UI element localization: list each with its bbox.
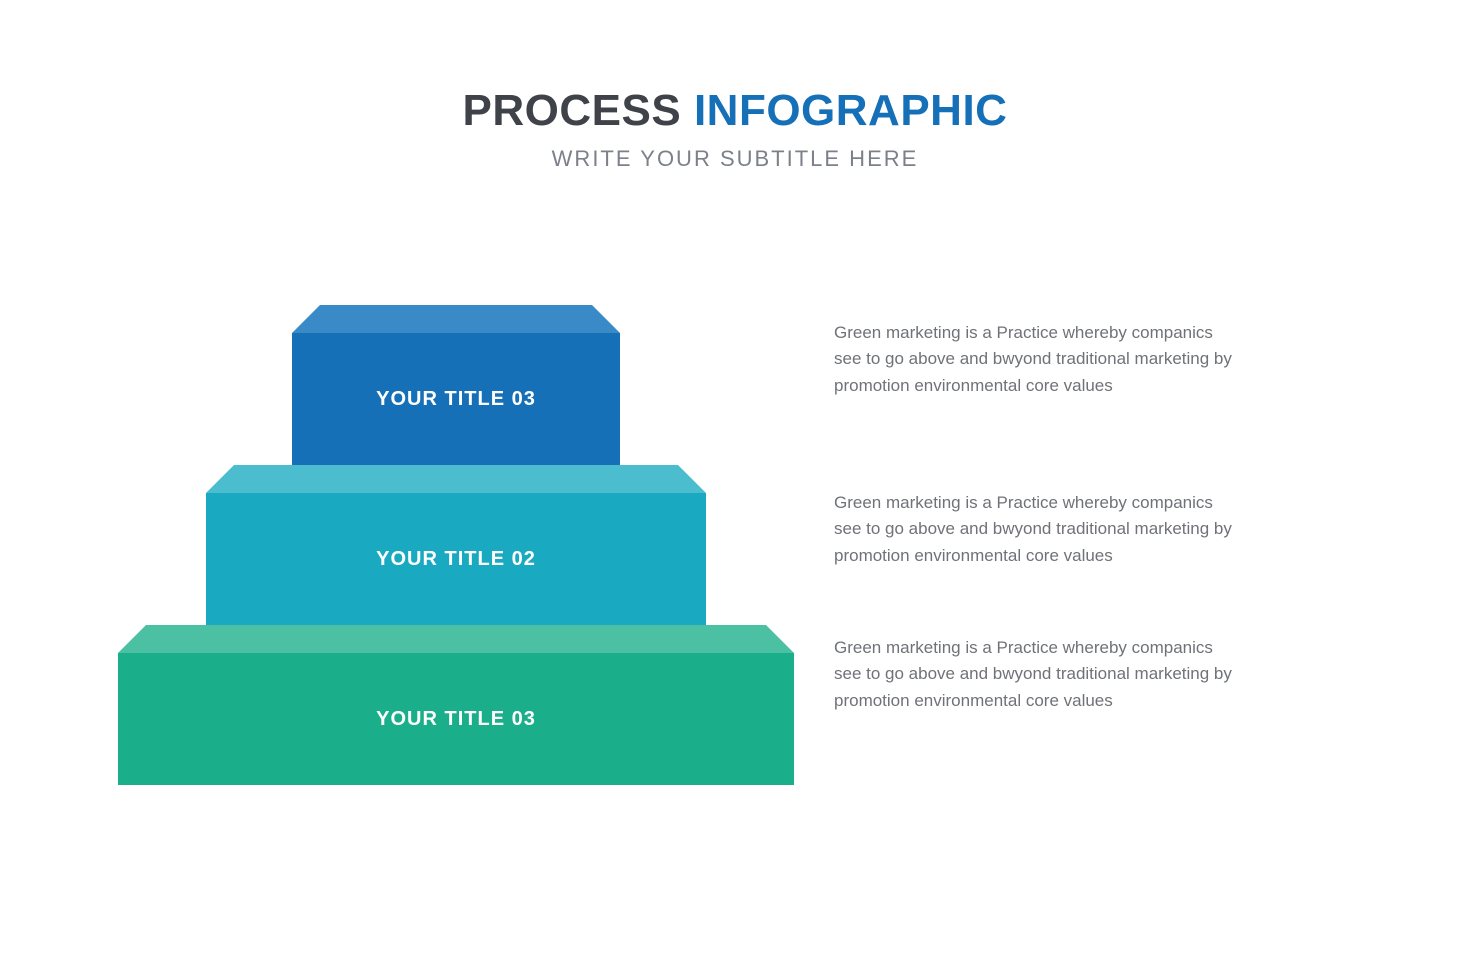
description-1: Green marketing is a Practice whereby co…	[834, 320, 1234, 399]
pyramid-step-2: YOUR TITLE 02	[206, 465, 706, 625]
description-2: Green marketing is a Practice whereby co…	[834, 490, 1234, 569]
pyramid-step-top-2	[206, 465, 706, 493]
pyramid-step-top-1	[292, 305, 620, 333]
infographic-canvas: PROCESS INFOGRAPHIC WRITE YOUR SUBTITLE …	[0, 0, 1470, 980]
title-part-2: INFOGRAPHIC	[694, 86, 1008, 135]
pyramid-step-front-1: YOUR TITLE 03	[292, 333, 620, 465]
header: PROCESS INFOGRAPHIC WRITE YOUR SUBTITLE …	[0, 86, 1470, 172]
pyramid-step-label-1: YOUR TITLE 03	[376, 388, 536, 411]
pyramid-step-front-2: YOUR TITLE 02	[206, 493, 706, 625]
pyramid-step-top-3	[118, 625, 794, 653]
description-3: Green marketing is a Practice whereby co…	[834, 635, 1234, 714]
pyramid-step-label-3: YOUR TITLE 03	[376, 708, 536, 731]
subtitle: WRITE YOUR SUBTITLE HERE	[0, 146, 1470, 172]
pyramid-step-1: YOUR TITLE 03	[292, 305, 620, 465]
pyramid-step-3: YOUR TITLE 03	[118, 625, 794, 785]
title-part-1: PROCESS	[463, 86, 694, 135]
pyramid: YOUR TITLE 03 YOUR TITLE 02 YOUR TITLE 03	[118, 305, 794, 783]
pyramid-step-front-3: YOUR TITLE 03	[118, 653, 794, 785]
main-title: PROCESS INFOGRAPHIC	[0, 86, 1470, 136]
pyramid-step-label-2: YOUR TITLE 02	[376, 548, 536, 571]
